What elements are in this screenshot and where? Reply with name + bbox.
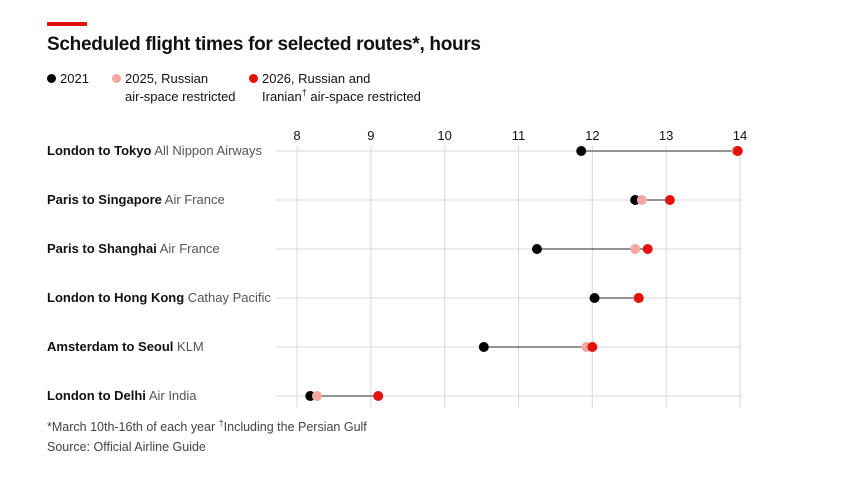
airline-name: Air France: [156, 241, 220, 256]
airline-name: Cathay Pacific: [184, 290, 271, 305]
source-note: Source: Official Airline Guide: [47, 440, 206, 454]
tick-label-13: 13: [659, 128, 673, 143]
legend-2026-airspace: air-space restricted: [306, 89, 421, 104]
row-label: London to Hong Kong Cathay Pacific: [47, 289, 271, 307]
dot-2025: [630, 244, 641, 254]
dot-2021: [478, 342, 489, 352]
legend-dot-2021: [47, 74, 56, 83]
airline-name: All Nippon Airways: [151, 143, 263, 158]
dot-2026: [587, 342, 598, 352]
dot-2026: [642, 244, 653, 254]
tick-label-11: 11: [512, 128, 526, 143]
dot-2026: [664, 195, 675, 205]
dot-2025: [636, 195, 647, 205]
row-label: Paris to Shanghai Air France: [47, 240, 220, 258]
legend-label-2025-line2: air-space restricted: [125, 89, 236, 104]
dot-2021: [589, 293, 600, 303]
legend-2026-dagger: †: [301, 87, 307, 98]
accent-bar: [47, 22, 87, 26]
row-label: London to Delhi Air India: [47, 387, 197, 405]
tick-label-14: 14: [733, 128, 747, 143]
dot-2026: [732, 146, 743, 156]
tick-label-12: 12: [585, 128, 599, 143]
legend-label-2026-line1: 2026, Russian and: [262, 71, 371, 86]
dot-2025: [311, 391, 322, 401]
footnote: *March 10th-16th of each year †Including…: [47, 417, 367, 434]
airline-name: Air India: [145, 388, 197, 403]
tick-label-8: 8: [293, 128, 300, 143]
row-label: Amsterdam to Seoul KLM: [47, 338, 204, 356]
legend-label-2021: 2021: [60, 71, 89, 86]
footnote-gulf: Including the Persian Gulf: [223, 420, 367, 434]
route-name: London to Hong Kong: [47, 290, 185, 305]
dot-2026: [633, 293, 644, 303]
route-name: London to Tokyo: [47, 143, 152, 158]
chart-title: Scheduled flight times for selected rout…: [47, 34, 481, 55]
row-label: Paris to Singapore Air France: [47, 191, 225, 209]
legend-item-2025: 2025, Russian air-space restricted: [112, 70, 236, 106]
airline-name: KLM: [173, 339, 204, 354]
legend-item-2021: 2021: [47, 70, 89, 88]
dot-2021: [531, 244, 542, 254]
row-label: London to Tokyo All Nippon Airways: [47, 142, 262, 160]
legend-dot-2026: [249, 74, 258, 83]
route-name: Paris to Singapore: [47, 192, 162, 207]
legend-dot-2025: [112, 74, 121, 83]
dot-2021: [576, 146, 587, 156]
legend-item-2026: 2026, Russian and Iranian† air-space res…: [249, 70, 421, 106]
legend-label-2025-line1: 2025, Russian: [125, 71, 209, 86]
legend-2026-iranian: Iranian: [262, 89, 302, 104]
airline-name: Air France: [161, 192, 225, 207]
tick-label-9: 9: [367, 128, 374, 143]
footnote-dagger: †: [218, 417, 224, 428]
footnote-text: *March 10th-16th of each year: [47, 420, 219, 434]
legend-label-2026-line2: Iranian† air-space restricted: [249, 88, 421, 106]
route-name: Paris to Shanghai: [47, 241, 157, 256]
tick-label-10: 10: [437, 128, 451, 143]
route-name: Amsterdam to Seoul: [47, 339, 174, 354]
route-name: London to Delhi: [47, 388, 146, 403]
dot-2026: [373, 391, 384, 401]
